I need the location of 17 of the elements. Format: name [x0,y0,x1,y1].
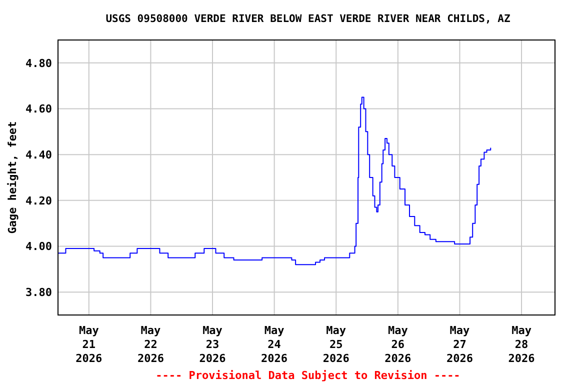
x-tick-label: May 23 2026 [199,324,226,365]
y-tick-label: 4.40 [26,148,52,162]
x-tick-label: May 21 2026 [76,324,103,365]
x-tick-label: May 28 2026 [508,324,536,365]
y-tick-label: 4.20 [26,194,52,208]
x-tick-label: May 27 2026 [446,324,474,365]
x-tick-label: May 24 2026 [261,324,288,365]
chart-title: USGS 09508000 VERDE RIVER BELOW EAST VERDE RIVER NEAR CHILDS, AZ [106,13,510,25]
y-tick-label: 4.00 [26,240,52,254]
text: ---- Provisional Data Subject to Revision ---- [156,369,460,382]
y-tick-label: 4.80 [26,56,52,70]
y-tick-label: 4.60 [26,102,52,116]
x-tick-label: May 25 2026 [322,324,350,365]
y-tick-label: 3.80 [26,286,52,299]
x-tick-label: May 22 2026 [137,324,164,365]
y-axis-title: Gage height, feet [6,121,19,234]
x-tick-label: May 26 2026 [384,324,412,365]
